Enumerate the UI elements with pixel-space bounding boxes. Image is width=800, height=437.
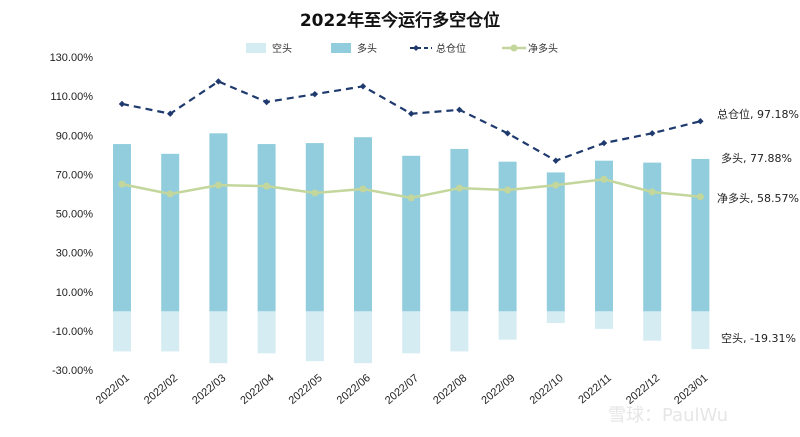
end-label: 净多头, 58.57% xyxy=(717,191,799,205)
legend-marker xyxy=(413,45,419,51)
bar-short xyxy=(113,311,131,352)
x-tick-label: 2022/06 xyxy=(335,372,373,407)
bar-long xyxy=(595,160,613,312)
x-tick-label: 2022/08 xyxy=(431,372,469,407)
bar-short xyxy=(595,311,613,329)
x-axis: 2022/01 2022/02 2022/03 2022/04 2022/05 2022/… xyxy=(94,372,711,407)
end-labels: 总仓位, 97.18% 多头, 77.88% 净多头, 58.57% 空头, -19.… xyxy=(717,107,799,345)
net-long-point xyxy=(552,181,560,189)
x-tick-label: 2022/07 xyxy=(383,372,421,407)
bar-short xyxy=(402,311,421,354)
lines xyxy=(118,78,704,202)
x-tick-label: 2023/01 xyxy=(672,372,710,407)
legend-swatch xyxy=(331,43,351,53)
bar-long xyxy=(498,161,517,312)
bar-long xyxy=(113,144,131,312)
x-tick-label: 2022/05 xyxy=(287,372,325,407)
legend-label: 空头 xyxy=(272,42,292,55)
total-position-point xyxy=(359,83,367,90)
y-tick-label: 10.00% xyxy=(56,287,94,299)
total-position-point xyxy=(649,130,656,137)
bar-long xyxy=(305,143,324,312)
net-long-point xyxy=(455,184,463,192)
net-long-point xyxy=(311,189,319,197)
x-tick-label: 2022/02 xyxy=(142,372,180,407)
net-long-point xyxy=(118,180,126,188)
net-long-point xyxy=(407,194,415,202)
bar-short xyxy=(209,311,228,364)
x-tick-label: 2022/04 xyxy=(238,372,276,407)
bar-long xyxy=(257,144,276,312)
x-tick-label: 2022/10 xyxy=(528,372,566,407)
net-long-point xyxy=(263,182,271,190)
bar-long xyxy=(402,155,421,312)
total-position-line xyxy=(121,80,701,162)
bar-short xyxy=(546,311,565,324)
net-long-point xyxy=(359,185,367,193)
bar-short xyxy=(498,311,517,340)
total-position-point xyxy=(408,110,415,117)
bar-short xyxy=(257,311,276,354)
y-tick-label: 110.00% xyxy=(50,91,93,103)
y-tick-label: 130.00% xyxy=(50,52,94,64)
bar-short xyxy=(643,311,662,341)
bar-short xyxy=(161,311,180,352)
bars xyxy=(113,133,710,364)
legend-swatch xyxy=(246,43,266,53)
net-long-point xyxy=(166,190,174,198)
total-position-point xyxy=(697,118,704,125)
bar-long xyxy=(450,148,469,312)
legend-marker xyxy=(510,44,518,52)
y-tick-label: 30.00% xyxy=(56,248,94,260)
total-position-point xyxy=(456,106,463,114)
bar-short xyxy=(450,311,469,352)
x-tick-label: 2022/12 xyxy=(624,372,662,407)
bar-long xyxy=(209,133,228,312)
end-label: 空头, -19.31% xyxy=(721,331,796,345)
total-position-point xyxy=(118,100,126,108)
net-long-point xyxy=(504,186,512,194)
total-position-point xyxy=(167,110,174,117)
bar-long xyxy=(161,153,180,312)
bar-short xyxy=(305,311,324,362)
y-tick-label: 90.00% xyxy=(56,130,94,142)
end-label: 多头, 77.88% xyxy=(721,151,792,165)
bar-short xyxy=(354,311,372,364)
legend-label: 净多头 xyxy=(528,42,558,55)
bar-long xyxy=(354,137,372,312)
y-axis: 130.00% 110.00% 90.00% 70.00% 50.00% 30.00% 10… xyxy=(50,52,94,377)
total-position-point xyxy=(504,130,511,137)
x-tick-label: 2022/01 xyxy=(94,372,132,407)
net-long-point xyxy=(214,181,222,189)
total-position-point xyxy=(600,139,608,147)
x-tick-label: 2022/11 xyxy=(576,372,614,406)
total-position-point xyxy=(215,78,222,85)
legend: 空头 多头 总仓位 净多头 xyxy=(246,42,558,55)
net-long-point xyxy=(648,188,656,196)
y-tick-label: 50.00% xyxy=(56,209,94,221)
y-tick-label: -10.00% xyxy=(52,326,93,338)
legend-label: 多头 xyxy=(357,42,377,55)
x-tick-label: 2022/09 xyxy=(479,372,517,407)
bar-short xyxy=(691,311,710,350)
net-long-point xyxy=(696,193,704,201)
y-tick-label: -30.00% xyxy=(52,365,93,377)
chart-title: 2022年至今运行多空仓位 xyxy=(300,10,500,31)
x-tick-label: 2022/03 xyxy=(190,372,228,407)
total-position-point xyxy=(552,157,559,164)
watermark: 雪球：PaulWu xyxy=(608,405,728,426)
bar-long xyxy=(546,172,565,312)
y-tick-label: 70.00% xyxy=(56,169,94,181)
bar-long xyxy=(691,158,710,312)
legend-label: 总仓位 xyxy=(436,42,466,55)
total-position-point xyxy=(263,98,270,106)
bar-long xyxy=(643,162,662,312)
end-label: 总仓位, 97.18% xyxy=(717,107,799,121)
total-position-point xyxy=(311,90,318,98)
net-long-point xyxy=(600,175,608,183)
